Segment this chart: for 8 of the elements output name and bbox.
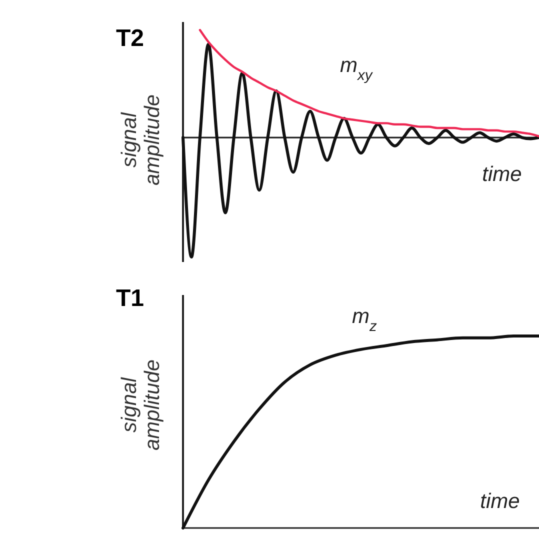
x-axis-title: time [482,163,522,186]
chart-title: T1 [116,285,144,312]
x-axis-title: time [480,490,520,513]
series-label: m$_{z}$ [352,305,378,335]
chart-title: T2 [116,25,144,52]
y-axis-title: signal amplitude [118,94,164,186]
y-axis-title: signal amplitude [118,359,164,451]
series-label: m$_{xy}$ [340,54,374,84]
